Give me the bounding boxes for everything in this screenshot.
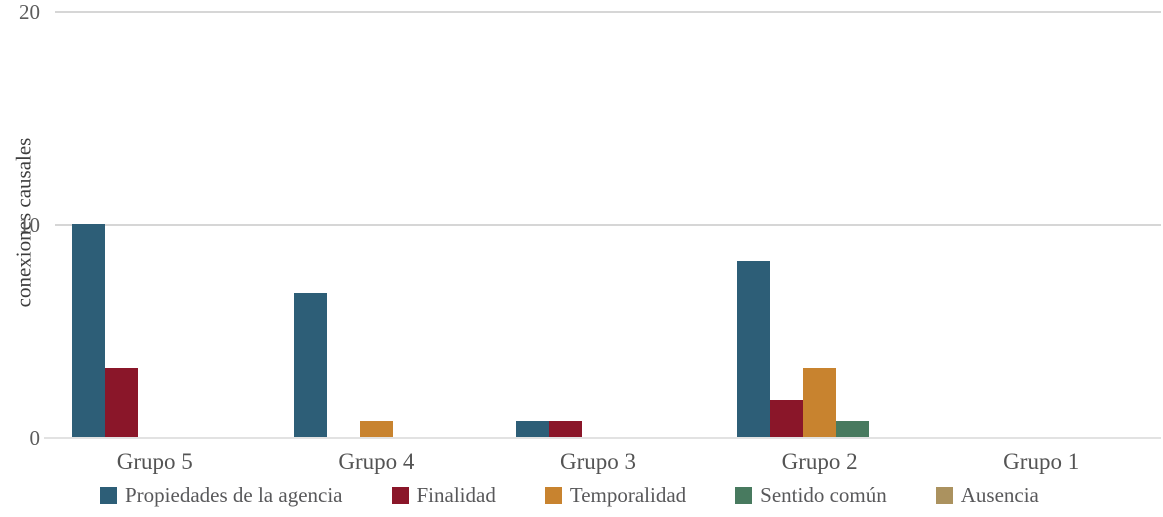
chart-legend: Propiedades de la agencia Finalidad Tempor…	[100, 485, 1039, 506]
bar-grupo-3-finalidad	[548, 421, 582, 437]
x-category-label-grupo-4: Grupo 4	[338, 449, 415, 474]
bar-grupo-2-propiedades-de-la-agencia	[737, 261, 771, 437]
legend-label-sentido-comun: Sentido común	[760, 483, 887, 507]
x-category-label-grupo-5: Grupo 5	[116, 449, 193, 474]
legend-item-ausencia: Ausencia	[935, 483, 1039, 507]
legend-label-finalidad: Finalidad	[416, 483, 496, 507]
legend-item-propiedades-de-la-agencia: Propiedades de la agencia	[100, 485, 343, 506]
legend-label-propiedades-de-la-agencia: Propiedades de la agencia	[125, 483, 343, 507]
x-category-label-grupo-3: Grupo 3	[559, 449, 637, 474]
legend-label-ausencia: Ausencia	[960, 483, 1039, 507]
legend-item-finalidad: Finalidad	[391, 483, 496, 507]
legend-item-sentido-comun: Sentido común	[735, 485, 887, 506]
bar-grupo-2-temporalidad	[803, 367, 837, 437]
legend-label-temporalidad: Temporalidad	[569, 483, 687, 507]
legend-swatch-sentido-comun	[735, 487, 753, 504]
legend-swatch-propiedades-de-la-agencia	[100, 487, 117, 504]
bar-grupo-3-propiedades-de-la-agencia	[515, 421, 549, 437]
y-tick-label-10: 10	[19, 213, 40, 237]
bar-grupo-2-finalidad	[770, 399, 804, 437]
bar-grupo-4-temporalidad	[359, 421, 393, 437]
gridline-y-20	[55, 11, 1161, 13]
gridline-y-10	[55, 224, 1161, 226]
bar-grupo-5-propiedades-de-la-agencia	[72, 224, 106, 437]
legend-swatch-temporalidad	[544, 487, 562, 504]
x-category-label-grupo-1: Grupo 1	[1003, 449, 1080, 474]
legend-swatch-finalidad	[391, 487, 409, 504]
x-category-label-grupo-2: Grupo 2	[781, 449, 858, 474]
gridline-y-0	[44, 437, 1161, 439]
bar-grupo-5-finalidad	[105, 367, 139, 437]
y-tick-label-20: 20	[19, 0, 40, 24]
legend-item-temporalidad: Temporalidad	[544, 483, 687, 507]
bar-grupo-2-sentido-comun	[836, 421, 870, 437]
y-tick-label-0: 0	[29, 426, 41, 450]
bar-grupo-4-propiedades-de-la-agencia	[293, 293, 327, 437]
legend-swatch-ausencia	[935, 487, 953, 504]
